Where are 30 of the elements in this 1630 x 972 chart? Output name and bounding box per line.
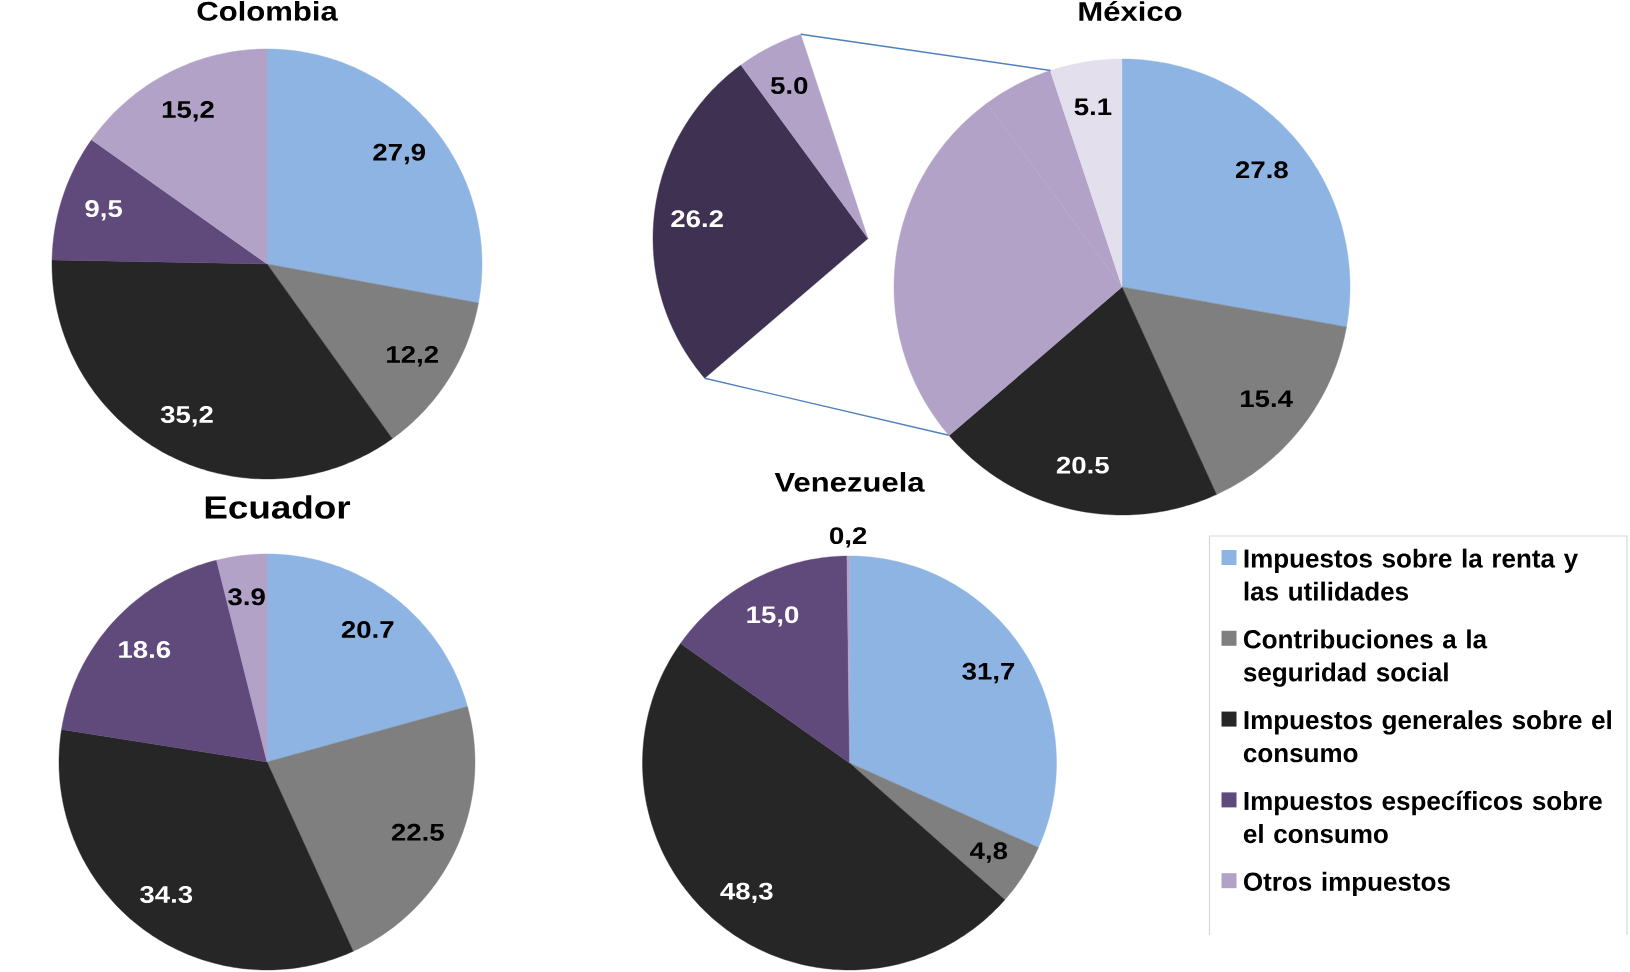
legend-label: Otros impuestos	[1243, 871, 1450, 897]
data-label: 27.8	[1235, 161, 1288, 179]
chart-title: Ecuador	[205, 495, 351, 519]
data-label: 48,3	[720, 882, 773, 904]
data-label: 26.2	[671, 210, 723, 228]
data-label: 12,2	[387, 345, 438, 367]
data-label: 20.7	[341, 621, 394, 639]
data-label: 31,7	[962, 662, 1015, 684]
data-label: 22.5	[391, 823, 444, 841]
legend-label: Impuestos generales sobre el consumo	[1243, 710, 1611, 763]
legend-label: Contribuciones a la seguridad social	[1243, 629, 1488, 687]
data-label: 34.3	[140, 885, 193, 903]
data-label: 4,8	[970, 842, 1008, 863]
data-label: 15.4	[1240, 390, 1293, 408]
data-label: 20.5	[1056, 456, 1109, 474]
data-label: 15,2	[162, 101, 214, 122]
data-label: 18.6	[119, 641, 171, 659]
data-label: 27,9	[373, 143, 426, 165]
legend-label: Impuestos específicos sobre el consumo	[1243, 790, 1602, 844]
data-label: 15,0	[747, 606, 799, 627]
data-label: 9,5	[85, 200, 122, 221]
data-label: 3.9	[228, 588, 265, 606]
data-label: 5.1	[1074, 98, 1112, 116]
legend-label: Impuestos sobre la renta y las utilidades	[1244, 548, 1578, 601]
chart-title: Venezuela	[774, 472, 925, 492]
data-label: 5.0	[770, 77, 808, 95]
chart-title: México	[1079, 0, 1182, 22]
chart-title: Colombia	[197, 1, 338, 21]
data-label: 0,2	[830, 527, 867, 548]
data-label: 35,2	[160, 406, 213, 427]
